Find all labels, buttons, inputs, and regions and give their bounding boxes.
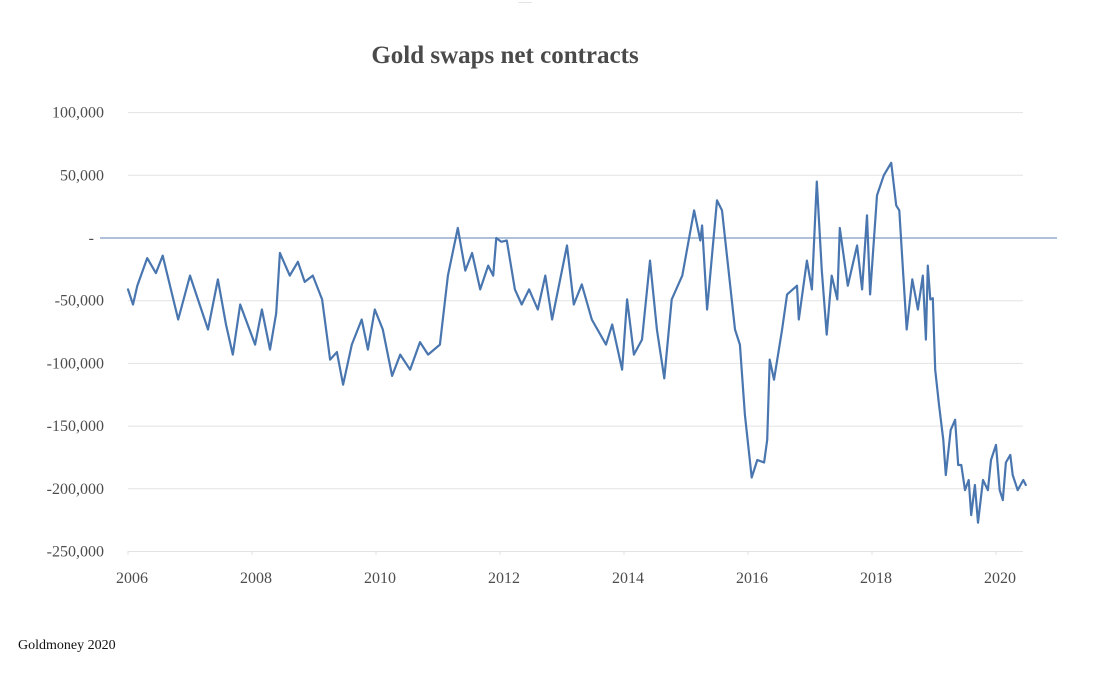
y-axis: 100,000 50,000 - -50,000 -100,000 -150,000 -20…: [47, 105, 104, 561]
y-tick-label: -100,000: [47, 355, 104, 372]
chart-title: Gold swaps net contracts: [371, 42, 639, 69]
y-tick-label: 100,000: [52, 105, 104, 122]
series-line-gold-swaps: [126, 161, 1027, 524]
series-layer: [126, 161, 1027, 524]
x-tick-label: 2010: [364, 570, 396, 587]
x-tick-label: 2014: [612, 570, 644, 587]
y-tick-label: -: [89, 230, 94, 247]
gridlines: [100, 112, 1057, 552]
x-tick-label: 2012: [488, 570, 520, 587]
y-tick-label: 50,000: [60, 167, 104, 184]
x-tick-label: 2016: [736, 570, 768, 587]
x-tick-label: 2018: [860, 570, 892, 587]
x-axis: 2006 2008 2010 2012 2014 2016 2018 2020: [116, 551, 1016, 587]
y-tick-label: -50,000: [55, 293, 104, 310]
source-note: Goldmoney 2020: [18, 638, 116, 653]
x-tick-label: 2020: [984, 570, 1016, 587]
top-edge-mark: [518, 2, 532, 3]
x-tick-label: 2006: [116, 570, 148, 587]
y-tick-label: -150,000: [47, 418, 104, 435]
y-tick-label: -200,000: [47, 481, 104, 498]
x-tick-label: 2008: [240, 570, 272, 587]
y-tick-label: -250,000: [47, 544, 104, 561]
